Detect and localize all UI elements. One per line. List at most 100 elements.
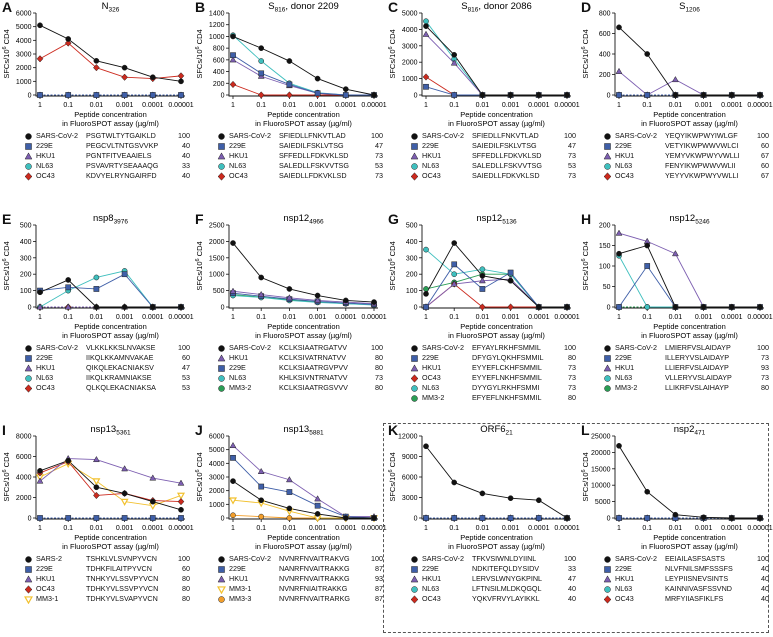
legend-virus-name: NL63	[615, 373, 633, 382]
marker-229e	[230, 455, 236, 461]
x-axis-label: Peptide concentration	[74, 533, 147, 542]
legend-marker	[411, 586, 418, 593]
legend-virus-name: 229E	[36, 353, 53, 362]
marker-hku1	[36, 477, 44, 484]
x-tick-label: 0.001	[695, 314, 713, 321]
legend-virus-name: SARS-CoV-2	[615, 343, 657, 352]
series-line-229e	[618, 265, 760, 308]
marker-229e	[535, 515, 542, 521]
x-tick-label: 0.00001	[361, 525, 386, 532]
series-line-sars-2	[39, 460, 182, 511]
y-tick-label: 0	[607, 516, 611, 523]
legend-row: 229E PEGCVLTNTGSVVKP 40	[24, 141, 190, 151]
legend-sequence: TSHKLVLSVNPYVCN	[86, 554, 157, 563]
legend-marker	[24, 364, 33, 372]
marker-sars-cov-2	[411, 556, 418, 563]
legend-identity: 100	[178, 343, 190, 352]
legend-identity: 80	[182, 594, 190, 603]
legend-sequence: EYYEFLCKHFSMMIL	[472, 363, 542, 372]
marker-229e	[121, 92, 128, 98]
marker-oc43	[93, 491, 100, 500]
y-tick-label: 3000	[16, 52, 32, 59]
legend-row: NL63 IIKQLKRAMNIAKSE 53	[24, 373, 190, 383]
x-tick-label: 0.0001	[142, 525, 164, 532]
legend-row: SARS-CoV-2 PSGTWLTYTGAIKLD 100	[24, 131, 190, 141]
legend-marker	[218, 375, 225, 382]
y-tick-label: 25000	[591, 434, 611, 441]
marker-oc43	[177, 72, 185, 80]
legend-identity: 60	[182, 353, 190, 362]
y-axis-label: SFCs/106 CD4	[388, 452, 397, 501]
marker-oc43	[121, 73, 128, 81]
legend-row: HKU1 KCLKSIVATRNATVV 80	[217, 353, 383, 363]
marker-sars-cov-2	[616, 442, 622, 449]
legend-marker	[410, 172, 419, 181]
marker-229e	[616, 92, 622, 98]
marker-229e	[411, 355, 418, 362]
series-line-nl63	[425, 20, 567, 96]
legend-row: HKU1 NVNRFNVAITRAKKG 93	[217, 574, 383, 584]
marker-nl63	[451, 271, 458, 278]
marker-mm3-3	[218, 596, 225, 603]
legend-sequence: DFYGYLQKHFSMMIL	[472, 353, 544, 362]
marker-sars-cov-2	[451, 51, 458, 58]
panel-letter: C	[388, 0, 399, 15]
series-line-sars-cov-2	[618, 27, 760, 96]
marker-sars-cov-2	[342, 515, 349, 521]
x-tick-label: 0.00001	[747, 102, 772, 109]
chart-f: nsp124966 0 500 1000 1500 2000 2500 1 0.1 0.01 0.0…	[195, 213, 387, 340]
panel-letter: G	[388, 211, 399, 227]
legend-row: 229E SAIEDILFSKLVTSG 47	[217, 141, 383, 151]
legend-identity: 73	[568, 373, 576, 382]
legend-row: MM3-1 TDHKYVLSVAPYVCN 80	[24, 594, 190, 604]
y-tick-label: 500	[20, 223, 32, 230]
chart-title: nsp125136	[476, 213, 517, 226]
marker-229e	[149, 515, 156, 521]
legend-sequence: QLKQLEKACNIAKSA	[86, 383, 156, 392]
legend: SARS-CoV-2 SFIEDLLFNKVTLAD 100 229E SAIEDILF…	[410, 131, 576, 181]
marker-nl63	[411, 163, 418, 170]
y-tick-label: 0	[28, 93, 32, 100]
panel-k: K ORF621 0 3000 6000 9000 12000 1 0.1 0.01 0.001 0.…	[386, 422, 580, 635]
marker-sars-cov-2	[507, 495, 514, 502]
marker-sars-cov-2	[564, 304, 570, 310]
legend-sequence: NVNRFNVAITRAKKG	[279, 574, 350, 583]
marker-229e	[25, 566, 32, 573]
legend-identity: 93	[375, 574, 383, 583]
legend-virus-name: 229E	[229, 363, 246, 372]
x-axis-label: Peptide concentration	[460, 322, 533, 331]
legend-virus-name: OC43	[615, 594, 634, 603]
legend-virus-name: HKU1	[422, 363, 442, 372]
legend-row: 229E ILLERYVSLAIDAYP 73	[603, 353, 769, 363]
y-tick-label: 6000	[16, 11, 32, 18]
marker-hku1	[285, 294, 293, 301]
legend-identity: 80	[568, 393, 576, 402]
panel-letter: I	[2, 422, 6, 438]
y-tick-label: 1000	[209, 272, 225, 279]
marker-sars-cov-2	[700, 92, 707, 98]
marker-sars-cov-2	[121, 64, 128, 71]
marker-oc43	[410, 595, 419, 604]
chart-c: S816, donor 2086 0 1000 2000 3000 4000 5000 1 0.…	[388, 1, 580, 128]
x-tick-label: 0.01	[476, 314, 490, 321]
legend-row: HKU1 SFFEDLLFDKVKLSD 73	[410, 151, 576, 161]
legend-sequence: LEYPIISNEVSINTS	[665, 574, 729, 583]
marker-mm3-2	[423, 286, 429, 292]
legend-identity: 40	[761, 574, 769, 583]
legend-row: MM3-2 KCLKSIAATRGSVVV 80	[217, 383, 383, 393]
y-axis-label: SFCs/106 CD4	[195, 29, 204, 78]
legend-virus-name: MM3-2	[615, 383, 638, 392]
legend-identity: 40	[568, 594, 576, 603]
legend-sequence: MRFYIIASFIKLFS	[665, 594, 724, 603]
marker-229e	[314, 90, 321, 97]
x-tick-label: 0.01	[476, 102, 490, 109]
legend-identity: 100	[757, 554, 769, 563]
legend-identity: 80	[375, 363, 383, 372]
y-tick-label: 2000	[209, 488, 225, 495]
y-tick-label: 2000	[209, 239, 225, 246]
legend-row: SARS-CoV-2 EEIAILASFSASTS 100	[603, 554, 769, 564]
marker-hku1	[603, 364, 612, 372]
legend-identity: 40	[568, 584, 576, 593]
x-tick-label: 0.1	[642, 314, 652, 321]
legend: SARS-CoV-2 KCLKSIAATRGATVV 100 HKU1 KCLKSIVA…	[217, 343, 383, 393]
